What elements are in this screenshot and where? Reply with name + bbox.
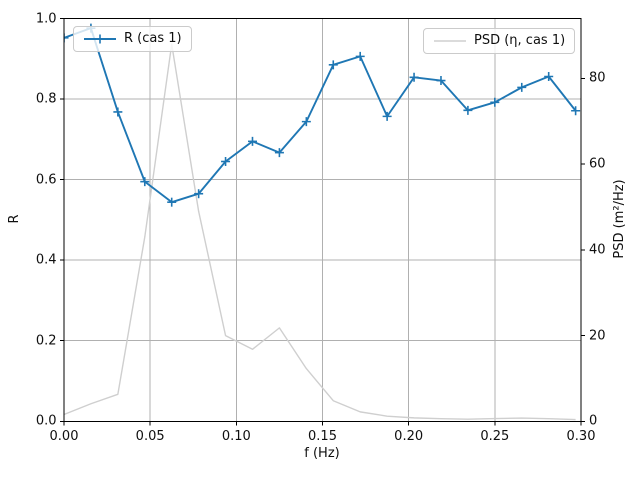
legend-psd-label: PSD (η, cas 1) (474, 33, 566, 48)
y-left-tick-label: 1.0 (35, 11, 57, 26)
y-left-tick-label: 0.4 (35, 252, 57, 268)
x-tick-label: 0.25 (480, 428, 510, 444)
legend-psd: PSD (η, cas 1) (423, 28, 576, 54)
x-tick-label: 0.15 (308, 428, 337, 444)
y-axis-label-left: R (7, 214, 22, 224)
x-tick-label: 0.20 (394, 428, 424, 444)
legend-r-label: R (cas 1) (124, 31, 182, 46)
legend-r-line-sample (84, 34, 116, 44)
x-tick-label: 0.05 (135, 428, 165, 444)
series-line-psd (64, 43, 576, 421)
y-right-tick-label: 0 (589, 413, 598, 429)
legend-r: R (cas 1) (73, 26, 192, 52)
y-left-tick-label: 0.0 (35, 413, 57, 429)
y-right-tick-label: 60 (589, 156, 606, 172)
x-tick-label: 0.00 (49, 428, 79, 444)
y-right-tick-label: 40 (589, 242, 606, 258)
y-right-tick-label: 20 (589, 328, 606, 344)
x-tick-label: 0.30 (566, 428, 596, 444)
x-axis-label: f (Hz) (304, 446, 340, 461)
x-tick-label: 0.10 (221, 428, 251, 444)
legend-psd-line-sample (434, 40, 466, 42)
y-left-tick-label: 0.2 (35, 333, 57, 349)
y-right-tick-label: 80 (589, 70, 606, 86)
y-axis-label-right: PSD (m²/Hz) (612, 179, 627, 259)
y-left-tick-label: 0.6 (35, 172, 57, 188)
y-left-tick-label: 0.8 (35, 91, 57, 107)
series-line-r (64, 27, 577, 204)
